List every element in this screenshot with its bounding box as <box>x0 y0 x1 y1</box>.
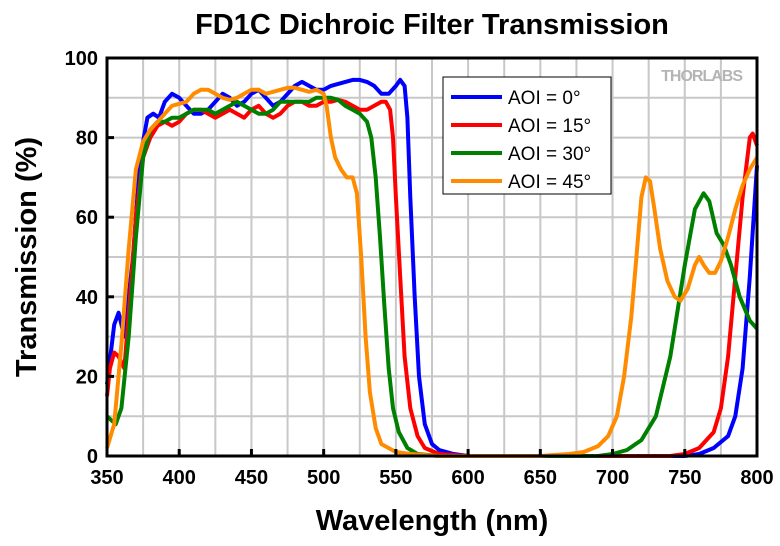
x-tick-label: 550 <box>379 467 412 489</box>
legend-label-1: AOI = 15° <box>508 116 591 137</box>
y-tick-label: 100 <box>65 48 98 70</box>
x-tick-label: 650 <box>524 467 557 489</box>
x-tick-label: 450 <box>235 467 268 489</box>
y-tick-label: 0 <box>87 446 98 468</box>
y-tick-label: 20 <box>76 366 98 388</box>
x-tick-label: 800 <box>740 467 773 489</box>
axis-ticks: 350 400 450 500 550 600 650 700 750 800 0 20 40 60 80 1… <box>65 48 774 489</box>
legend-label-3: AOI = 45° <box>508 172 591 193</box>
legend: AOI = 0° AOI = 15° AOI = 30° AOI = 45° <box>442 76 612 195</box>
legend-label-0: AOI = 0° <box>508 88 581 109</box>
x-tick-label: 500 <box>307 467 340 489</box>
y-tick-label: 60 <box>76 207 98 229</box>
x-axis-label: Wavelength (nm) <box>316 505 549 537</box>
series-lines <box>105 77 759 458</box>
y-tick-label: 80 <box>76 128 98 150</box>
y-tick-label: 40 <box>76 287 98 309</box>
series-line-3 <box>105 85 759 458</box>
series-line-2 <box>105 95 759 458</box>
plot-frame <box>105 56 759 458</box>
watermark-logo: THORLABS <box>661 68 743 85</box>
chart-title: FD1C Dichroic Filter Transmission <box>195 9 669 41</box>
x-tick-label: 700 <box>596 467 629 489</box>
x-tick-label: 600 <box>451 467 484 489</box>
legend-label-2: AOI = 30° <box>508 144 591 165</box>
y-axis-label: Transmission (%) <box>11 137 43 377</box>
x-tick-label: 350 <box>90 467 123 489</box>
x-tick-label: 750 <box>668 467 701 489</box>
x-tick-label: 400 <box>163 467 196 489</box>
